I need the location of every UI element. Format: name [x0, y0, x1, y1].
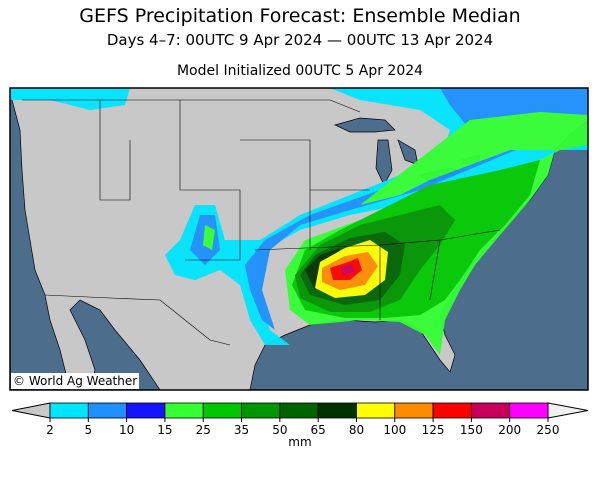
colorbar-segment — [356, 402, 396, 419]
colorbar-segment — [164, 402, 204, 419]
colorbar-segment — [317, 402, 357, 419]
colorbar-segment — [49, 402, 89, 419]
colorbar-segment — [202, 402, 242, 419]
map-frame — [9, 87, 589, 391]
precip-areas — [10, 88, 588, 355]
colorbar-label: 250 — [537, 423, 560, 437]
colorbar-label: 25 — [196, 423, 211, 437]
colorbar-low-end — [11, 402, 51, 419]
colorbar-label: 2 — [46, 423, 54, 437]
colorbar-label: 50 — [272, 423, 287, 437]
init-time: Model Initialized 00UTC 5 Apr 2024 — [177, 63, 423, 79]
subtitle: Days 4–7: 00UTC 9 Apr 2024 — 00UTC 13 Ap… — [107, 31, 493, 49]
colorbar-segment — [126, 402, 166, 419]
colorbar-label: 80 — [349, 423, 364, 437]
colorbar-label: 150 — [460, 423, 483, 437]
colorbar-segment — [394, 402, 434, 419]
colorbar-unit: mm — [288, 435, 311, 449]
colorbar-segment — [87, 402, 128, 419]
title: GEFS Precipitation Forecast: Ensemble Me… — [79, 5, 520, 27]
colorbar-segment — [470, 402, 511, 419]
borders — [22, 99, 501, 346]
colorbar-segment — [241, 402, 281, 419]
colorbar-label: 125 — [422, 423, 445, 437]
colorbar-label: 5 — [84, 423, 92, 437]
credit: © World Ag Weather — [13, 374, 137, 388]
credit-box — [11, 373, 139, 389]
colorbar-segment — [509, 402, 549, 419]
colorbar-segment — [432, 402, 472, 419]
colorbar-label: 35 — [234, 423, 249, 437]
colorbar-segment — [279, 402, 319, 419]
colorbar-high-end — [547, 402, 589, 419]
colorbar-label: 65 — [311, 423, 326, 437]
colorbar-label: 200 — [498, 423, 521, 437]
colorbar-label: 100 — [383, 423, 406, 437]
colorbar-label: 10 — [119, 423, 134, 437]
map: © World Ag Weather — [9, 87, 589, 391]
colorbar-label: 15 — [157, 423, 172, 437]
